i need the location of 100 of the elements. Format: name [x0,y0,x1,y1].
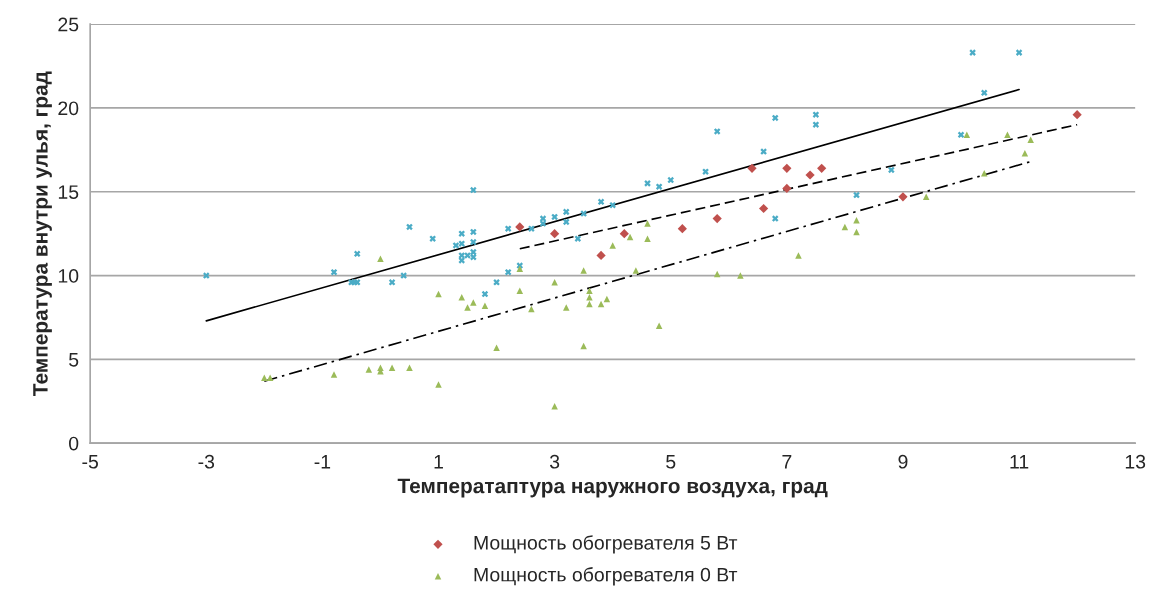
point [805,170,815,180]
point [470,253,477,261]
point [203,272,210,279]
y-tick-label: 15 [58,185,79,199]
point [429,235,436,242]
point [458,257,465,264]
point [586,287,593,294]
point [667,176,674,184]
point [644,220,651,227]
point [771,215,779,222]
point [980,89,988,97]
x-tick-label: 1 [434,455,443,469]
point [898,192,908,202]
y-tick-label: 25 [58,17,79,32]
point [516,287,524,294]
point [632,267,640,274]
point [516,265,524,273]
point [388,364,396,372]
point [712,213,722,224]
point [493,344,500,351]
point [551,213,558,221]
point [458,294,465,301]
point [771,114,779,122]
point [841,223,849,231]
point [597,198,605,206]
y-axis-title: Температура внутри улья, град [33,71,52,396]
point [470,186,477,194]
point [470,299,477,306]
point [574,235,582,242]
x-tick-label: 9 [898,454,908,469]
point [406,364,413,372]
point [504,225,512,232]
point [586,294,593,301]
point [550,229,560,239]
point [458,230,465,237]
y-tick-label: 0 [69,436,79,451]
point [980,170,988,177]
point [388,279,396,286]
y-tick-label: 10 [58,269,79,283]
x-tick-label: 7 [782,455,792,469]
point [644,180,651,187]
point [377,255,384,263]
point [644,235,651,242]
point [812,111,820,118]
legend-label: Мощность обогревателя 0 Вт [474,567,738,586]
point [580,267,587,274]
point [963,131,971,139]
point [782,183,792,194]
point [1004,131,1011,139]
point [596,250,606,261]
point [1027,136,1034,144]
point [470,228,477,236]
y-tick-label: 20 [58,101,79,116]
point [609,201,616,209]
point [470,238,477,246]
x-tick-label: -5 [82,455,98,469]
point [562,208,570,216]
point [795,252,802,259]
point [493,279,500,286]
point [817,163,827,173]
point [435,381,442,388]
point [713,128,721,135]
point [888,166,895,174]
point [539,215,547,222]
x-tick-label: 11 [1010,455,1029,469]
point [551,403,558,410]
point [481,302,489,309]
point [504,268,512,276]
point [677,224,687,234]
point [458,240,465,247]
point [353,250,361,258]
x-tick-label: -1 [314,455,331,469]
point [580,342,587,350]
point [464,304,471,311]
point [853,191,860,199]
point [853,216,860,224]
x-tick-label: 5 [666,455,676,469]
point [515,222,525,232]
point [782,163,792,173]
point [609,242,616,249]
point [922,193,930,201]
point [551,279,558,286]
legend-label: Мощность обогревателя 5 Вт [474,535,738,554]
x-axis-title: Температаптура наружного воздуха, град [397,478,828,498]
point [562,304,570,311]
point [655,322,663,330]
point [747,163,757,173]
y-tick-label: 5 [69,353,79,367]
point [812,121,820,128]
point [562,218,570,226]
point [713,270,721,278]
point [452,242,460,249]
point [365,366,373,373]
point [261,374,268,382]
point [266,374,274,382]
point [759,203,769,214]
point [957,131,965,139]
point [1072,110,1082,120]
point [330,268,338,276]
x-tick-label: -3 [198,454,215,469]
